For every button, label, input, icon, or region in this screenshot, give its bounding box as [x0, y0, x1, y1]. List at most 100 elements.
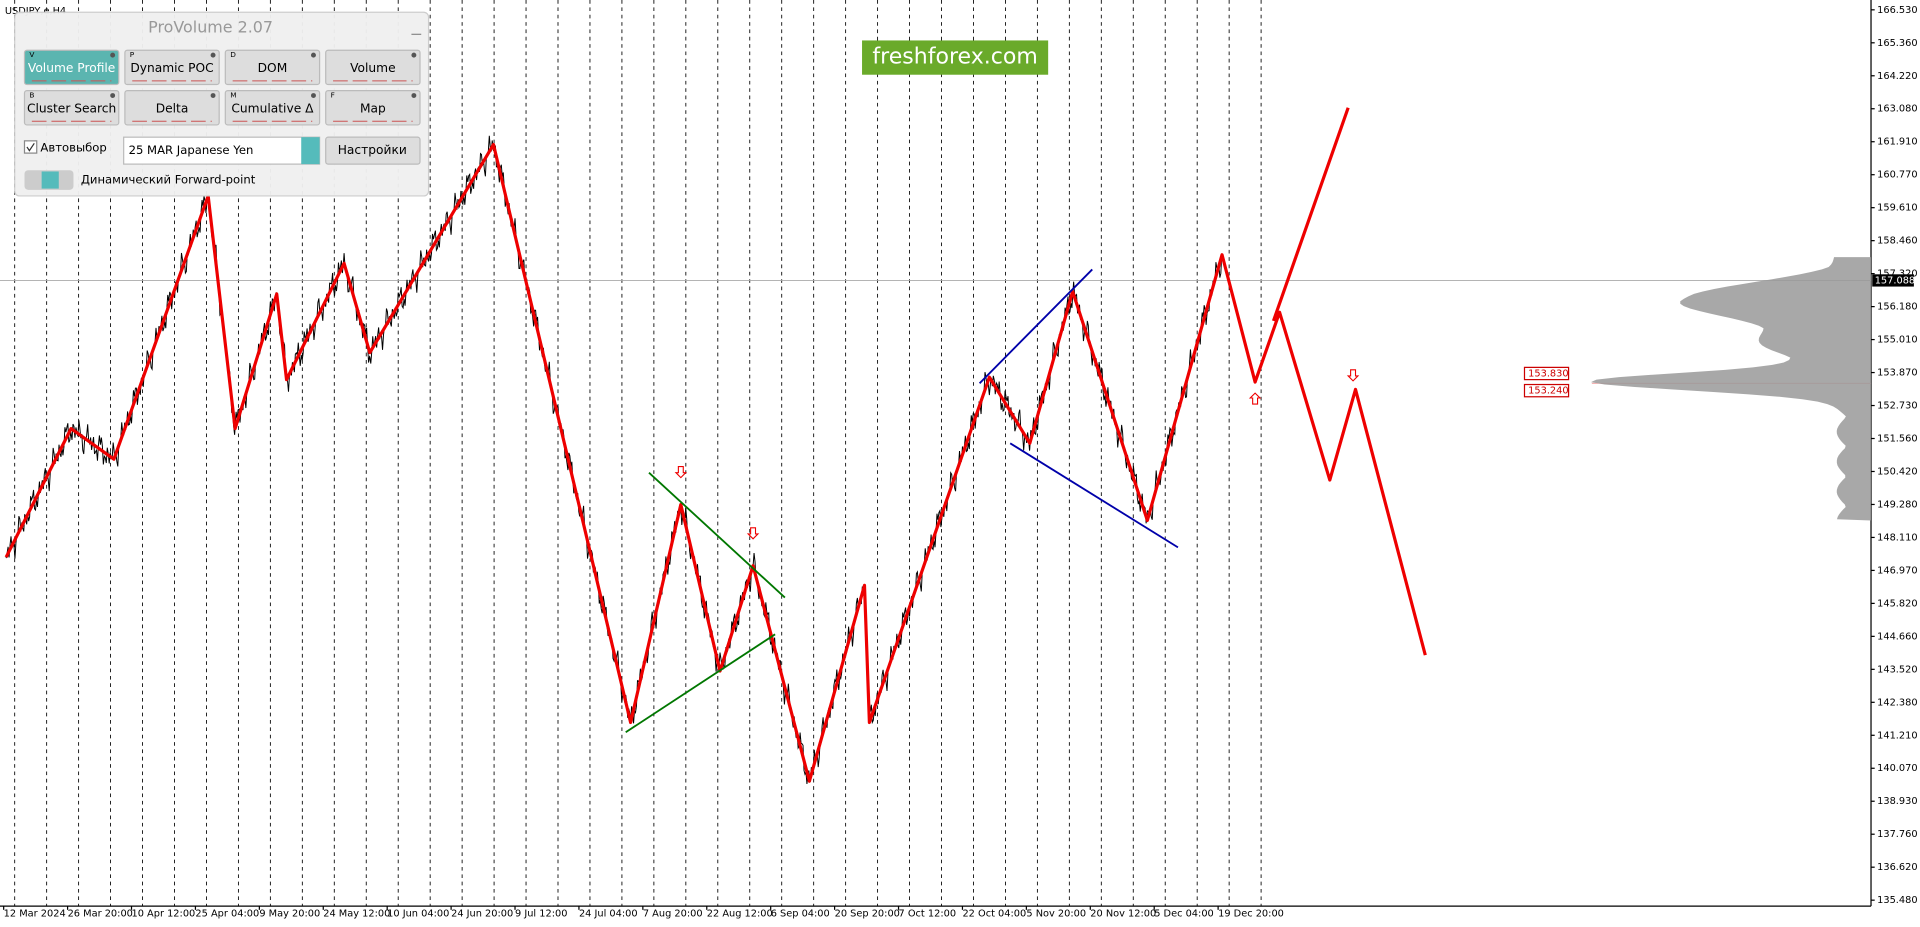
- trend-line: [1009, 442, 1179, 549]
- panel-button[interactable]: F Map: [325, 90, 421, 126]
- panel-button[interactable]: D DOM: [224, 49, 321, 86]
- button-bg[interactable]: [23, 90, 120, 126]
- panel-button[interactable]: Volume: [325, 49, 421, 86]
- symbol-label: USDJPY,e,H4: [5, 6, 66, 17]
- button-dot: [110, 93, 116, 98]
- button-key: V: [29, 50, 34, 59]
- button-key: B: [29, 91, 34, 100]
- time-label: 10 Jun 04:00: [387, 909, 449, 920]
- level-tag: [1523, 383, 1570, 398]
- price-label: 148.110: [1877, 532, 1917, 543]
- price-label: 157.320: [1877, 269, 1917, 280]
- button-dot: [311, 52, 316, 58]
- trend-line: [648, 472, 786, 599]
- price-label: 140.070: [1877, 763, 1917, 774]
- button-bg[interactable]: [124, 49, 220, 86]
- price-label: 163.080: [1877, 104, 1917, 115]
- time-label: 12 Mar 2024: [4, 909, 66, 920]
- time-label: 22 Oct 04:00: [962, 909, 1026, 920]
- toggle-knob: [41, 171, 59, 189]
- time-label: 7 Aug 20:00: [643, 909, 703, 920]
- price-label: 150.420: [1877, 466, 1917, 477]
- time-label: 20 Sep 20:00: [835, 909, 900, 920]
- price-label: 149.280: [1877, 499, 1917, 510]
- price-label: 158.460: [1877, 236, 1917, 247]
- price-label: 146.970: [1877, 565, 1917, 576]
- price-label: 161.910: [1877, 137, 1917, 148]
- panel-button[interactable]: M Cumulative Δ: [224, 90, 321, 126]
- time-label: 9 May 20:00: [259, 909, 320, 920]
- panel-button[interactable]: V Volume Profile: [23, 49, 120, 86]
- button-bg[interactable]: [325, 49, 421, 86]
- volume-profile: [1590, 257, 1872, 521]
- trend-line: [625, 633, 776, 734]
- price-label: 155.010: [1877, 335, 1917, 346]
- button-dot: [110, 52, 116, 58]
- price-label: 141.210: [1877, 730, 1917, 741]
- time-label: 6 Sep 04:00: [771, 909, 830, 920]
- price-label: 159.610: [1877, 203, 1917, 214]
- button-bg[interactable]: [23, 49, 120, 86]
- price-label: 142.380: [1877, 697, 1917, 708]
- time-label: 26 Mar 20:00: [68, 909, 133, 920]
- level-label: 153.240: [1528, 386, 1568, 397]
- time-label: 7 Oct 12:00: [899, 909, 957, 920]
- price-label: 156.180: [1877, 302, 1917, 313]
- button-label: DOM: [258, 61, 288, 75]
- price-label: 166.530: [1877, 5, 1917, 16]
- button-dot: [210, 93, 216, 98]
- level-tag: [1523, 366, 1570, 381]
- time-label: 9 Jul 12:00: [515, 909, 567, 920]
- checkbox[interactable]: [23, 140, 38, 154]
- time-label: 5 Dec 04:00: [1154, 909, 1214, 920]
- panel-button[interactable]: P Dynamic POC: [124, 49, 220, 86]
- price-label: 135.480: [1877, 895, 1917, 906]
- level-label: 153.830: [1528, 369, 1568, 380]
- button-dot: [210, 52, 216, 58]
- button-key: D: [230, 50, 236, 59]
- button-bg[interactable]: [224, 49, 321, 86]
- price-label: 145.820: [1877, 598, 1917, 609]
- time-label: 22 Aug 12:00: [707, 909, 773, 920]
- price-label: 152.730: [1877, 401, 1917, 412]
- time-label: 20 Nov 12:00: [1090, 909, 1156, 920]
- time-label: 10 Apr 12:00: [132, 909, 196, 920]
- time-label: 24 May 12:00: [323, 909, 390, 920]
- settings-button[interactable]: [325, 136, 421, 165]
- panel-title: ProVolume 2.07: [148, 18, 273, 37]
- time-label: 19 Dec 20:00: [1218, 909, 1284, 920]
- button-label: Map: [360, 102, 386, 116]
- select[interactable]: [123, 136, 321, 165]
- button-label: Cluster Search: [27, 102, 116, 116]
- price-label: 164.220: [1877, 71, 1917, 82]
- watermark-box: [862, 40, 1049, 75]
- button-key: M: [230, 91, 236, 100]
- price-label: 160.770: [1877, 170, 1917, 181]
- button-bg[interactable]: [124, 90, 220, 126]
- toggle-label: Динамический Forward-point: [81, 173, 256, 187]
- zigzag-forecast: [4, 142, 1427, 783]
- signal-arrows: [674, 369, 1360, 540]
- forecast-line: [1271, 107, 1350, 322]
- button-label: Volume Profile: [28, 61, 115, 75]
- time-label: 24 Jul 04:00: [579, 909, 638, 920]
- panel-button[interactable]: B Cluster Search: [23, 90, 120, 126]
- select-spinner[interactable]: [301, 137, 320, 165]
- price-label: 136.620: [1877, 862, 1917, 873]
- button-dot: [411, 52, 417, 58]
- button-dot: [311, 93, 316, 98]
- button-bg[interactable]: [325, 90, 421, 126]
- select-value: 25 MAR Japanese Yen: [129, 143, 254, 157]
- button-key: F: [331, 91, 335, 100]
- time-label: 5 Nov 20:00: [1026, 909, 1086, 920]
- time-label: 25 Apr 04:00: [195, 909, 259, 920]
- button-label: Dynamic POC: [130, 61, 213, 75]
- button-dot: [411, 93, 417, 98]
- button-bg[interactable]: [224, 90, 321, 126]
- current-price-tag: [1872, 274, 1914, 287]
- price-label: 138.930: [1877, 796, 1917, 807]
- panel-button[interactable]: Delta: [124, 90, 220, 126]
- trend-line: [978, 268, 1093, 384]
